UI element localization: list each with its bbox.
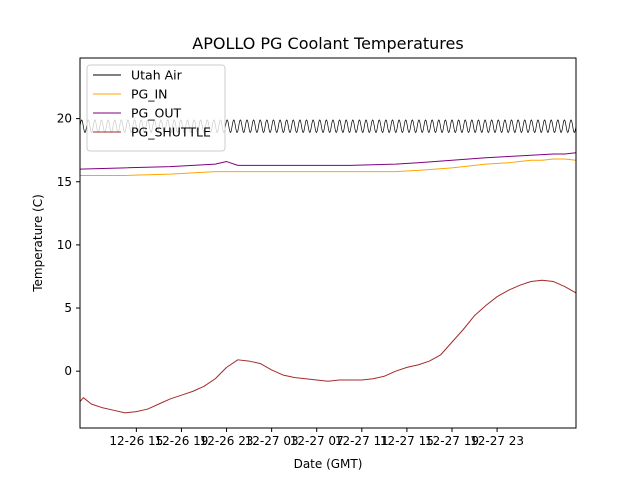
- x-tick-label: 12-26 19: [154, 434, 208, 448]
- x-axis-label: Date (GMT): [294, 457, 363, 471]
- x-tick-label: 12-27 15: [380, 434, 434, 448]
- legend-label: PG_OUT: [131, 106, 181, 121]
- x-tick-label: 12-27 03: [245, 434, 299, 448]
- legend-label: Utah Air: [131, 68, 183, 83]
- x-tick-label: 12-27 11: [335, 434, 389, 448]
- y-tick-label: 20: [57, 112, 72, 126]
- series-line-pg-out: [79, 152, 577, 170]
- x-tick-label: 12-27 23: [470, 434, 524, 448]
- chart-title: APOLLO PG Coolant Temperatures: [192, 34, 463, 53]
- series-line-pg-in: [80, 158, 577, 176]
- y-tick-label: 0: [64, 364, 72, 378]
- x-tick-label: 12-27 19: [425, 434, 479, 448]
- y-tick-label: 5: [64, 301, 72, 315]
- series-line-pg-shuttle: [79, 279, 577, 414]
- x-tick-label: 12-26 15: [109, 434, 163, 448]
- legend-box: [86, 64, 226, 152]
- x-tick-label: 12-26 23: [200, 434, 254, 448]
- legend-label: PG_IN: [131, 87, 168, 102]
- y-tick-label: 10: [57, 238, 72, 252]
- legend: Utah Air PG_IN PG_OUT PG_SHUTTLE: [86, 64, 226, 152]
- legend-label: PG_SHUTTLE: [131, 125, 211, 140]
- x-tick-label: 12-27 07: [290, 434, 344, 448]
- y-axis-label: Temperature (C): [31, 194, 45, 293]
- plot-frame: [79, 57, 577, 429]
- y-tick-label: 15: [57, 175, 72, 189]
- y-axis-ticks: 0 5 10 15 20: [57, 112, 80, 378]
